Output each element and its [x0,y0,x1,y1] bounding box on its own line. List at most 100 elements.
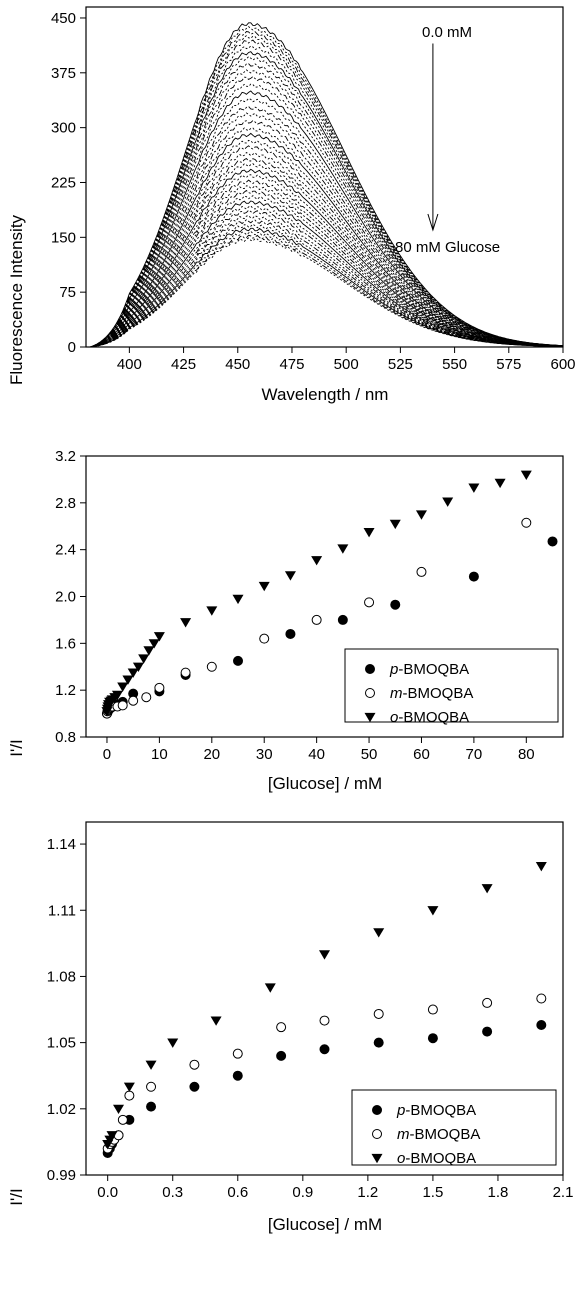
y-tick-label: 1.11 [48,902,76,919]
data-point [311,556,323,566]
y-tick-label: 2.8 [55,495,76,512]
data-point [189,1081,200,1092]
spectrum-curve [90,51,563,347]
x-tick-label: 450 [225,356,250,373]
x-tick-label: 550 [442,356,467,373]
data-point [276,1022,287,1033]
data-point [311,614,322,625]
data-point [232,594,244,605]
data-point [427,1004,438,1015]
data-point [124,1090,135,1101]
data-point [373,1008,384,1019]
data-point [206,661,217,672]
data-point [189,1059,200,1070]
data-point [106,1131,118,1141]
data-point [180,667,191,678]
data-point [141,692,152,703]
data-point [128,695,139,706]
data-point [264,983,276,993]
data-point [371,1153,383,1164]
y-tick-label: 1.05 [47,1035,76,1052]
data-point [180,618,192,628]
y-tick-label: 75 [59,284,76,301]
x-tick-label: 50 [361,746,378,763]
x-tick-label: 475 [279,356,304,373]
data-point [427,906,439,916]
y-axis-label: Fluorescence Intensity [7,214,26,385]
data-point [427,1033,438,1044]
data-point [232,1048,243,1059]
data-point [148,639,160,649]
data-point [258,581,270,592]
legend-box [344,648,559,723]
data-point [146,1101,157,1112]
y-tick-label: 0.99 [47,1167,76,1184]
x-tick-label: 400 [117,356,142,373]
data-point [259,633,270,644]
legend: p-BMOQBA m-BMOQBA o-BMOQBA [344,648,559,726]
x-axis-label: [Glucose] / mM [268,774,382,793]
x-tick-label: 0.0 [97,1184,118,1201]
data-point [284,571,296,581]
spectrum-curve [90,39,563,347]
x-tick-label: 500 [334,356,359,373]
data-point [363,527,375,538]
y-axis-label: I'/I [7,1188,26,1205]
legend-label: o-BMOQBA [397,1150,476,1167]
series-3 [101,470,532,717]
data-point [319,1015,330,1026]
data-point [117,1114,128,1125]
spectra-group [90,22,563,347]
data-point [132,662,144,672]
legend-label: m-BMOQBA [397,1126,480,1143]
data-point [337,614,348,625]
y-tick-label: 450 [51,10,76,27]
x-tick-label: 1.5 [422,1184,443,1201]
data-point [521,517,532,528]
data-point [494,478,506,489]
y-tick-label: 1.02 [47,1101,76,1118]
y-tick-label: 0 [68,339,76,356]
spectrum-curve [90,83,563,347]
data-point [389,519,401,530]
y-axis-label: I'/I [7,739,26,756]
data-point [468,571,479,582]
plot-frame [85,6,564,348]
data-point [127,668,139,678]
data-point [468,483,480,493]
x-tick-label: 40 [308,746,325,763]
y-tick-label: 1.2 [55,682,76,699]
series-3 [102,862,547,1150]
annotation-start: 0.0 mM [422,24,472,41]
spectrum-curve [90,76,563,347]
chart-panel-2: 0 10 20 30 40 50 60 70 80 0.8 1.2 1.6 2.0 2.4 2.8 3.2 [G… [7,448,564,793]
data-point [123,1082,135,1092]
spectrum-curve [90,90,563,347]
spectrum-curve [90,127,563,347]
x-tick-label: 2.1 [553,1184,574,1201]
y-tick-label: 2.4 [55,542,76,559]
x-tick-label: 20 [203,746,220,763]
spectrum-curve [90,22,563,347]
spectrum-curve [90,174,563,347]
spectrum-curve [90,195,563,347]
data-point [390,599,401,610]
spectrum-curve [90,26,563,347]
y-tick-label: 3.2 [55,448,76,465]
data-point [365,664,375,674]
x-tick-label: 425 [171,356,196,373]
data-point [536,1019,547,1030]
data-point [442,497,454,507]
spectrum-curve [90,119,563,347]
x-axis-label: Wavelength / nm [262,385,389,404]
x-tick-label: 0.6 [227,1184,248,1201]
x-tick-label: 600 [550,356,575,373]
annotation-end: 80 mM Glucose [395,239,500,256]
x-tick-label: 30 [256,746,273,763]
data-point [122,675,134,685]
y-tick-label: 1.08 [47,968,76,985]
data-point [233,655,244,666]
data-point [415,510,427,520]
y-tick-label: 1.14 [47,836,76,853]
